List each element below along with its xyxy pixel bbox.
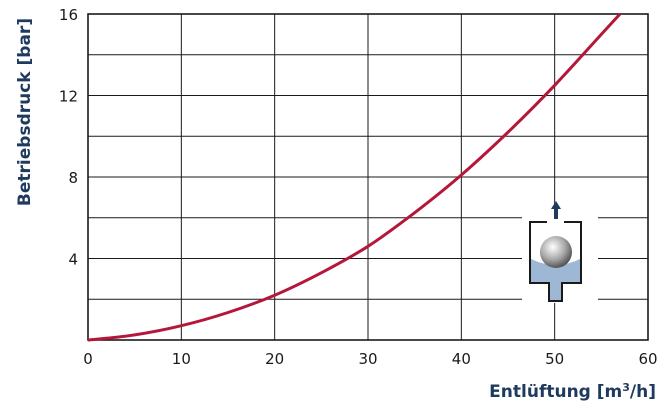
x-axis-title: Entlüftung [m3/h]: [489, 381, 656, 402]
y-axis-title: Betriebsdruck [bar]: [15, 18, 35, 206]
y-tick-label: 12: [59, 88, 78, 106]
y-tick-label: 8: [68, 169, 78, 187]
x-tick-labels: 0 10 20 30 40 50 60: [83, 350, 657, 368]
x-tick-label: 40: [452, 350, 471, 368]
x-tick-label: 60: [638, 350, 657, 368]
up-arrow-icon: [551, 201, 561, 219]
x-tick-label: 0: [83, 350, 93, 368]
y-tick-label: 4: [68, 251, 78, 269]
x-tick-label: 20: [265, 350, 284, 368]
pressure-curve: [87, 12, 622, 342]
grid: [88, 14, 648, 340]
float-ball: [540, 236, 572, 268]
x-tick-label: 30: [358, 350, 377, 368]
y-tick-label: 16: [59, 6, 78, 24]
y-tick-labels: 4 8 12 16: [59, 6, 78, 269]
vent-valve-icon: [522, 201, 598, 303]
x-tick-label: 10: [172, 350, 191, 368]
plot-frame: [87, 13, 649, 341]
x-tick-label: 50: [545, 350, 564, 368]
